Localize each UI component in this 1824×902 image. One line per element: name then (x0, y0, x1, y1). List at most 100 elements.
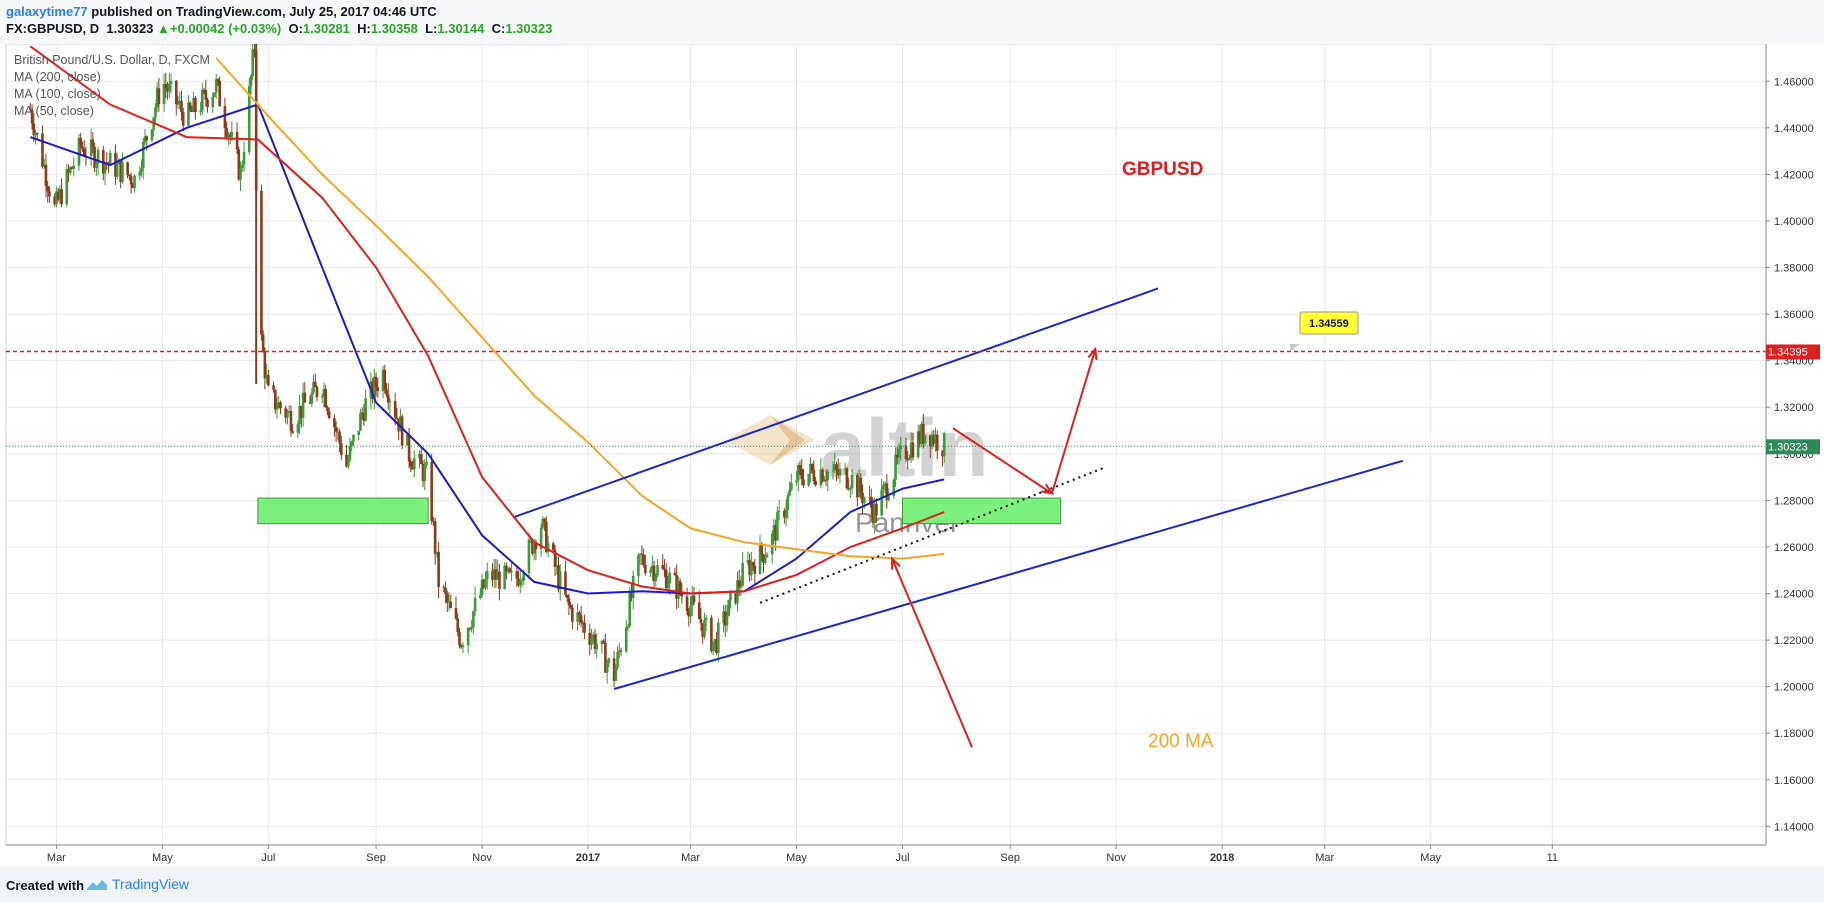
candle-body (583, 622, 586, 633)
candle-body (494, 569, 498, 580)
candle-body (496, 571, 499, 580)
candle-body (564, 571, 567, 595)
candle-body (557, 565, 560, 590)
tradingview-brand[interactable]: TradingView (112, 876, 190, 892)
candle-body (904, 445, 908, 460)
target-callout[interactable]: 1.34559 (1290, 311, 1359, 351)
candle-body (651, 565, 654, 570)
author-link[interactable]: galaxytime77 (6, 4, 88, 19)
x-tick-label: 2017 (576, 852, 600, 864)
candle-body (833, 464, 837, 471)
candle-body (541, 518, 545, 528)
candle-body (699, 619, 703, 624)
candle-body (882, 485, 885, 490)
candle-body (68, 167, 72, 173)
candle-body (211, 96, 215, 108)
candle-body (454, 608, 458, 619)
arrow-line (891, 558, 973, 748)
candle-body (227, 134, 230, 137)
candle-body (126, 162, 129, 175)
symbol-label: FX:GBPUSD, D (6, 21, 100, 36)
candle-body (188, 102, 192, 110)
x-tick-label: 2018 (1210, 852, 1234, 864)
candle-body (277, 402, 281, 409)
candle-body (253, 49, 256, 51)
candle-body (722, 611, 725, 623)
candle-body (885, 483, 889, 501)
candle-body (357, 430, 360, 435)
candle-body (425, 461, 428, 466)
candle-body (868, 496, 871, 498)
resistance-price-tag: 1.34395 (1766, 344, 1820, 360)
candle-body (267, 374, 270, 386)
candle-body (664, 570, 668, 589)
candle-body (406, 434, 409, 446)
candle-body (247, 86, 251, 152)
candle-body (263, 351, 267, 379)
candle-body (371, 381, 374, 399)
candle-body (729, 593, 732, 600)
y-tick-label: 1.32000 (1774, 402, 1814, 414)
candle-body (710, 617, 713, 652)
candle-body (56, 191, 60, 200)
candle-body (55, 191, 58, 205)
candle-body (202, 89, 206, 91)
candle-body (680, 593, 684, 597)
candle-body (204, 90, 208, 100)
legend-ma50: MA (50, close) (14, 104, 94, 118)
candle-body (411, 466, 414, 470)
legend-ma100: MA (100, close) (14, 87, 101, 101)
candle-body (652, 565, 656, 582)
x-tick-label: May (786, 852, 807, 864)
price-axis[interactable]: 1.46000 1.44000 1.42000 1.40000 1.38000 1.360… (1765, 44, 1814, 845)
candle-body (300, 405, 303, 418)
symbol-line: FX:GBPUSD, D 1.30323 ▲+0.00042 (+0.03%) … (6, 21, 552, 36)
candle-body (338, 431, 341, 444)
candle-body (892, 479, 896, 496)
candle-body (470, 626, 473, 629)
time-axis[interactable]: Mar May Jul Sep Nov 2017 Mar May Jul Sep Nov 2018 Ma… (6, 844, 1766, 864)
candle-body (922, 423, 925, 444)
candle-body (399, 416, 402, 432)
candle-body (140, 168, 143, 172)
candle-body (741, 562, 744, 586)
candle-body (823, 479, 826, 482)
candle-body (70, 167, 74, 169)
watermark-text: altin (820, 403, 989, 494)
candle-body (223, 106, 227, 128)
candle-body (114, 152, 117, 177)
candle-body (444, 588, 447, 595)
candle-body (313, 381, 317, 388)
x-tick-label: Mar (681, 852, 700, 864)
ma-annotation: 200 MA (1148, 731, 1214, 752)
price-chart[interactable]: altin Panriver 1.460001.440001.420001.40… (0, 44, 1824, 867)
candle-body (783, 510, 786, 518)
candle-body (225, 127, 228, 137)
candle-body (260, 190, 263, 335)
candle-body (807, 474, 810, 486)
channel-upper-line (514, 287, 1159, 518)
candle-body (638, 553, 642, 555)
candle-body (423, 465, 427, 482)
candle-body (419, 453, 423, 464)
candle-body (242, 151, 246, 165)
close-value: 1.30323 (505, 21, 553, 36)
publish-line: galaxytime77 published on TradingView.co… (6, 4, 437, 19)
candle-body (308, 402, 312, 404)
candle-body (918, 431, 922, 444)
candle-body (194, 98, 197, 113)
candle-body (626, 626, 630, 628)
candle-body (96, 150, 100, 164)
candle-body (663, 568, 666, 571)
resistance-tag-bg (1766, 344, 1820, 360)
candle-body (373, 376, 376, 399)
candle-body (814, 481, 817, 486)
candle-body (395, 417, 399, 419)
candle-body (32, 123, 36, 136)
candle-body (661, 565, 665, 569)
candle-body (810, 463, 814, 471)
candle-body (760, 543, 764, 555)
candle-body (315, 387, 319, 398)
y-tick-label: 1.38000 (1774, 263, 1814, 275)
candle-body (261, 334, 265, 352)
